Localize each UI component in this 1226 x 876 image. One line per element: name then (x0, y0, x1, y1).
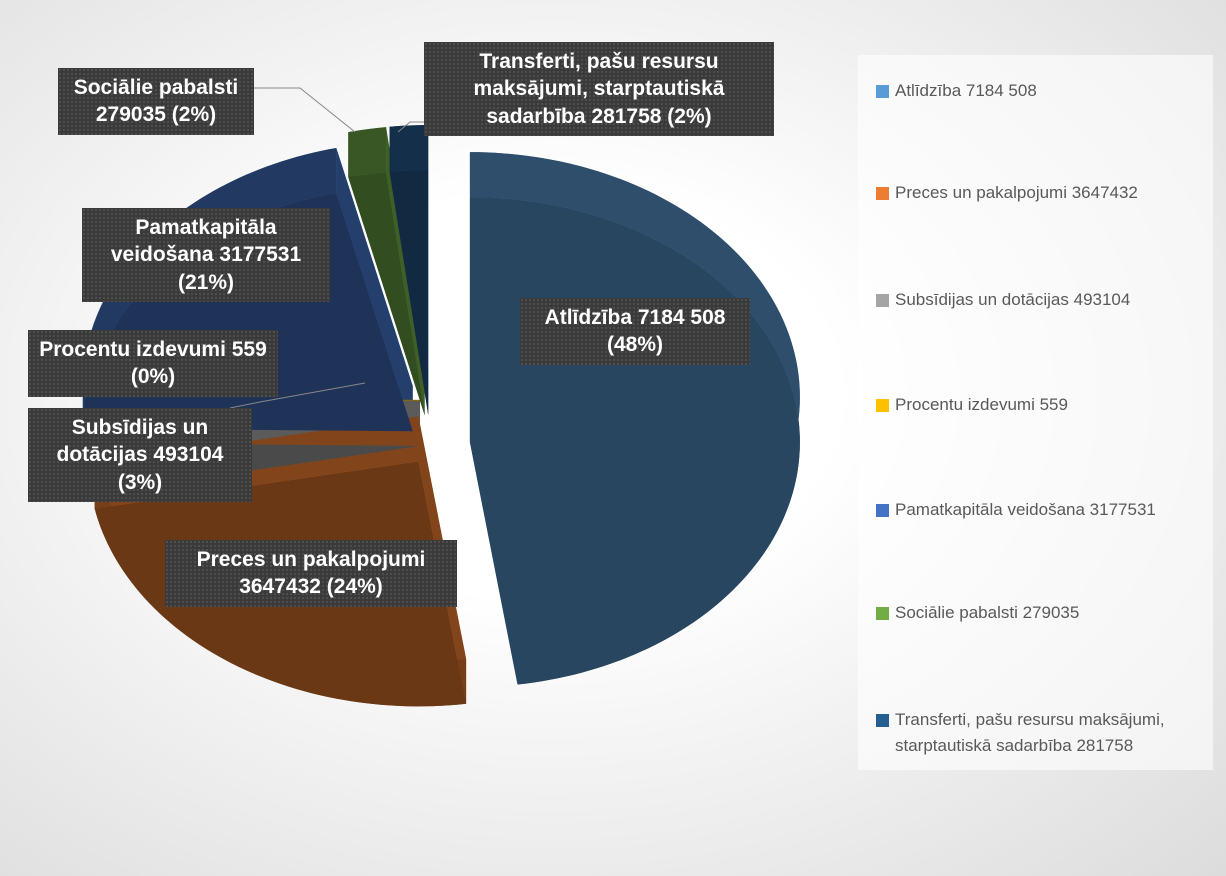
legend-label: Procentu izdevumi 559 (895, 395, 1068, 414)
legend-label: Sociālie pabalsti 279035 (895, 603, 1080, 622)
legend-label: Transferti, pašu resursu maksājumi, star… (895, 710, 1165, 755)
slice-bottom (389, 170, 429, 416)
legend-label: Atlīdzība 7184 508 (895, 81, 1037, 100)
legend-label: Subsīdijas un dotācijas 493104 (895, 290, 1131, 309)
legend-label: Pamatkapitāla veidošana 3177531 (895, 500, 1156, 519)
data-label: Sociālie pabalsti 279035 (2%) (58, 68, 254, 135)
legend-swatch (876, 504, 889, 517)
data-label: Subsīdijas un dotācijas 493104 (3%) (28, 408, 252, 502)
leader-line (397, 121, 424, 133)
legend-swatch (876, 714, 889, 727)
legend-box (858, 55, 1213, 770)
leader-line (229, 382, 366, 409)
legend-swatch (876, 85, 889, 98)
legend-swatch (876, 607, 889, 620)
leader-line (252, 87, 356, 133)
data-label: Pamatkapitāla veidošana 3177531 (21%) (82, 208, 330, 302)
legend-swatch (876, 399, 889, 412)
data-label: Atlīdzība 7184 508 (48%) (520, 298, 750, 365)
legend-swatch (876, 294, 889, 307)
slice-side (348, 127, 387, 178)
slice-bottom (348, 172, 425, 416)
data-label: Preces un pakalpojumi 3647432 (24%) (165, 540, 457, 607)
data-label: Transferti, pašu resursu maksājumi, star… (424, 42, 774, 136)
legend-label: Preces un pakalpojumi 3647432 (895, 183, 1138, 202)
slice-side (389, 125, 429, 172)
legend-swatch (876, 187, 889, 200)
data-label: Procentu izdevumi 559 (0%) (28, 330, 278, 397)
